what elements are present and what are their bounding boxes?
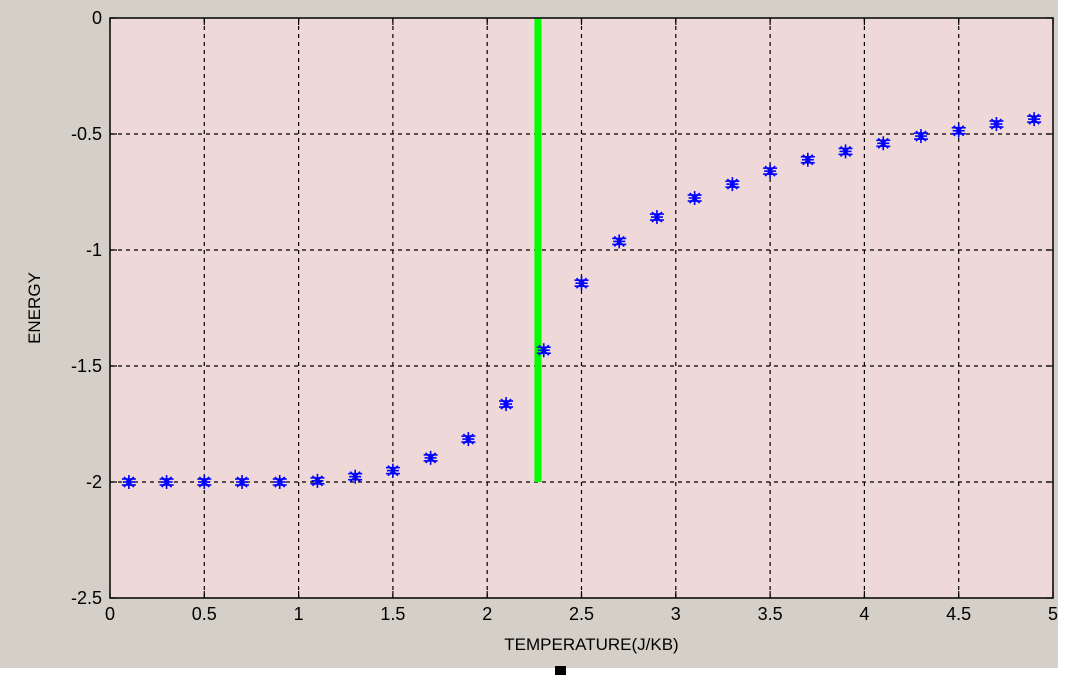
data-point [461,432,476,447]
x-tick-label: 4.5 [946,604,971,624]
data-point [989,117,1004,132]
y-tick-label: -0.5 [71,124,102,144]
data-point [725,177,740,192]
x-tick-label: 3 [671,604,681,624]
data-points [121,112,1042,489]
x-tick-label: 3.5 [758,604,783,624]
data-point [385,463,400,478]
y-tick-label: -1 [86,240,102,260]
data-point [838,144,853,159]
data-point [574,276,589,291]
x-tick-label: 0.5 [192,604,217,624]
y-tick-label: -1.5 [71,356,102,376]
data-point [1027,112,1042,127]
axis-ticks: 0 0.5 1 1.5 2 2.5 3 3.5 4 4.5 5 0 -0.5 -1 -1.5 -2 -2.5 [71,8,1058,624]
x-tick-label: 1.5 [380,604,405,624]
y-axis-label: ENERGY [25,272,44,344]
data-point [197,475,212,489]
x-tick-label: 1 [294,604,304,624]
x-tick-label: 0 [105,604,115,624]
data-point [499,397,514,412]
x-tick-label: 2.5 [569,604,594,624]
x-tick-label: 4 [859,604,869,624]
x-tick-label: 5 [1048,604,1058,624]
data-point [649,210,664,225]
data-point [763,164,778,179]
data-point [800,152,815,167]
y-tick-label: 0 [92,8,102,28]
data-point [235,475,250,489]
data-point [348,469,363,484]
data-point [272,475,287,489]
window-edge-bottom [0,668,1065,675]
data-point [876,136,891,151]
data-point [687,191,702,206]
x-axis-label: TEMPERATURE(J/KB) [504,635,678,654]
data-point [423,450,438,465]
data-point [913,129,928,144]
data-point [159,475,174,489]
window-edge-right [1058,0,1065,675]
data-point [536,343,551,358]
x-tick-label: 2 [482,604,492,624]
y-tick-label: -2.5 [71,588,102,608]
data-point [612,234,627,249]
grid-lines [110,18,1053,598]
data-point [310,473,325,488]
y-tick-label: -2 [86,472,102,492]
data-point [121,475,136,489]
data-point [951,123,966,138]
resize-handle[interactable] [555,666,566,675]
